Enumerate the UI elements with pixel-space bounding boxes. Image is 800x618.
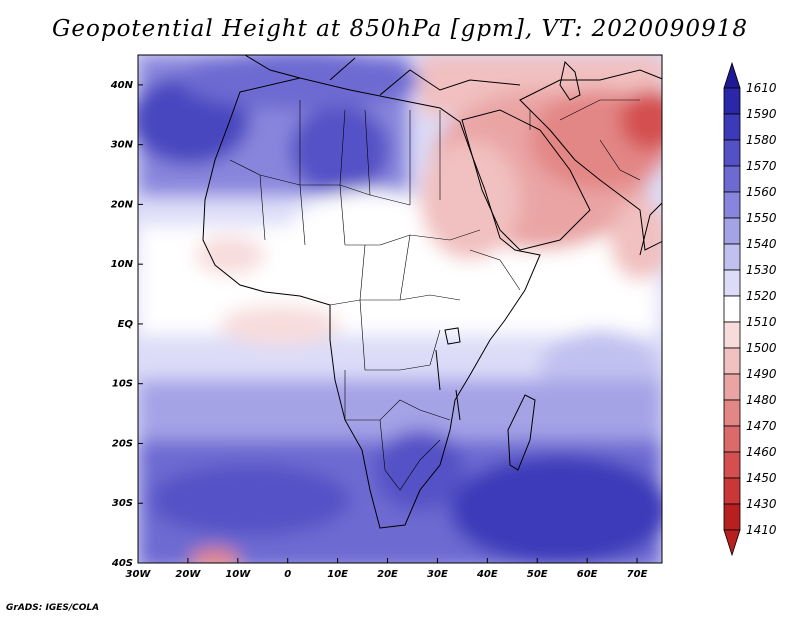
x-tick-label: 10E xyxy=(327,569,348,580)
colorbar-label: 1490 xyxy=(746,367,777,381)
y-tick-label: 30N xyxy=(111,140,134,151)
colorbar-swatch xyxy=(723,321,741,349)
colorbar-label: 1520 xyxy=(746,289,777,303)
colorbar-label: 1410 xyxy=(746,523,777,537)
colorbar-label: 1580 xyxy=(746,133,777,147)
colorbar-swatch xyxy=(723,373,741,401)
x-axis: 30W 20W 10W 0 10E 20E 30E 40E 50E 60E 70E xyxy=(126,558,648,580)
x-tick-label: 30E xyxy=(427,569,448,580)
colorbar-swatch xyxy=(723,87,741,115)
country-borders xyxy=(229,99,641,491)
colorbar-top-arrow xyxy=(723,61,741,89)
map-title: Geopotential Height at 850hPa [gpm], VT:… xyxy=(52,16,748,42)
colorbar-swatch xyxy=(723,243,741,271)
colorbar-swatch xyxy=(723,165,741,193)
colorbar-swatch xyxy=(723,399,741,427)
x-tick-label: 0 xyxy=(284,569,291,580)
colorbar-label: 1500 xyxy=(746,341,777,355)
x-tick-label: 50E xyxy=(527,569,548,580)
colorbar-swatch xyxy=(723,217,741,245)
x-tick-label: 60E xyxy=(577,569,598,580)
y-tick-label: 40S xyxy=(111,558,133,569)
colorbar-swatch xyxy=(723,477,741,505)
colorbar-swatch xyxy=(723,139,741,167)
colorbar-label: 1480 xyxy=(746,393,777,407)
coastlines xyxy=(202,55,662,529)
y-tick-label: 20S xyxy=(112,438,133,449)
colorbar-label: 1470 xyxy=(746,419,777,433)
x-tick-label: 30W xyxy=(126,569,152,580)
x-tick-label: 20W xyxy=(175,569,201,580)
plot-frame xyxy=(137,54,663,564)
colorbar-label: 1570 xyxy=(746,159,777,173)
colorbar-label: 1450 xyxy=(746,471,777,485)
x-tick-label: 20E xyxy=(377,569,398,580)
colorbar-label: 1590 xyxy=(746,107,777,121)
y-tick-label: 30S xyxy=(112,498,133,509)
colorbar-swatch xyxy=(723,451,741,479)
grads-credit: GrADS: IGES/COLA xyxy=(6,603,100,613)
x-tick-label: 10W xyxy=(225,569,251,580)
colorbar-label: 1510 xyxy=(746,315,777,329)
colorbar-swatch xyxy=(723,295,741,323)
y-tick-label: 40N xyxy=(110,80,134,91)
colorbar-bottom-arrow xyxy=(723,529,741,557)
y-tick-label: 20N xyxy=(111,199,134,210)
colorbar-label: 1540 xyxy=(746,237,777,251)
colorbar-swatch xyxy=(723,425,741,453)
x-tick-label: 70E xyxy=(627,569,648,580)
y-tick-label: EQ xyxy=(118,319,134,330)
colorbar-label: 1610 xyxy=(746,81,777,95)
colorbar-label: 1460 xyxy=(746,445,777,459)
y-tick-label: 10S xyxy=(112,379,133,390)
colorbar-label: 1430 xyxy=(746,497,777,511)
y-tick-label: 10N xyxy=(111,259,134,270)
colorbar-swatch xyxy=(723,347,741,375)
colorbar-swatch xyxy=(723,503,741,531)
y-axis: 40N 30N 20N 10N EQ 10S 20S 30S 40S xyxy=(110,80,143,569)
colorbar-label: 1560 xyxy=(746,185,777,199)
colorbar-swatch xyxy=(723,191,741,219)
colorbar: 1610 1590 1580 1570 1560 1550 1540 1530 1520 1510… xyxy=(723,61,777,557)
colorbar-label: 1530 xyxy=(746,263,777,277)
colorbar-label: 1550 xyxy=(746,211,777,225)
height-field xyxy=(138,55,662,563)
colorbar-swatch xyxy=(723,113,741,141)
colorbar-swatch xyxy=(723,269,741,297)
x-tick-label: 40E xyxy=(476,569,498,580)
